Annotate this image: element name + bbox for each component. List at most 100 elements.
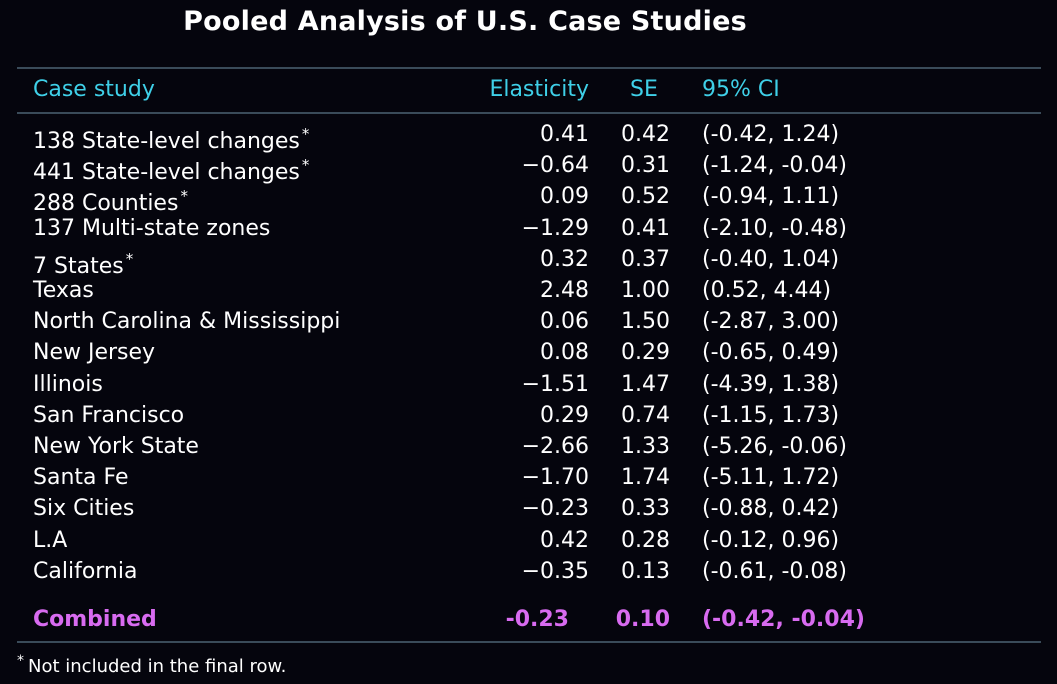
table-row: 288 Counties * 0.09 0.52 (-0.94, 1.11) (0, 181, 1057, 216)
se-value: 0.41 (621, 215, 670, 241)
case-study-label: 138 State-level changes (33, 129, 300, 154)
case-study-name: 288 Counties * (33, 181, 188, 219)
ci-value: (-1.15, 1.73) (702, 402, 840, 428)
table-row: Illinois −1.51 1.47 (-4.39, 1.38) (0, 369, 1057, 400)
ci-value: (-0.65, 0.49) (702, 340, 840, 366)
table-row: 138 State-level changes * 0.41 0.42 (-0.42, … (0, 119, 1057, 154)
se-value: 1.33 (621, 434, 670, 459)
case-study-name: 137 Multi-state zones (33, 213, 270, 244)
case-study-name: 441 State-level changes * (33, 150, 309, 188)
se-value: 0.29 (621, 340, 670, 366)
footnote-star: * (17, 653, 24, 669)
case-study-name: North Carolina & Mississippi (33, 306, 340, 337)
table-row: Texas 2.48 1.00 (0.52, 4.44) (0, 275, 1057, 306)
case-study-label: New Jersey (33, 340, 156, 366)
elasticity-value: −0.64 (521, 153, 589, 179)
combined-elasticity: -0.23 (505, 607, 569, 632)
ci-value: (-0.12, 0.96) (702, 527, 840, 553)
case-study-name: California (33, 556, 137, 587)
table-row: 7 States * 0.32 0.37 (-0.40, 1.04) (0, 244, 1057, 279)
case-study-name: Illinois (33, 369, 103, 400)
case-study-label: 137 Multi-state zones (33, 215, 271, 241)
se-value: 1.74 (621, 465, 670, 491)
ci-value: (0.52, 4.44) (702, 278, 832, 303)
elasticity-value: 0.41 (540, 122, 589, 147)
table-row: California −0.35 0.13 (-0.61, -0.08) (0, 556, 1057, 587)
case-study-label: Texas (33, 278, 94, 303)
elasticity-value: −1.29 (521, 215, 589, 241)
table-row: L.A 0.42 0.28 (-0.12, 0.96) (0, 525, 1057, 556)
table-row: Santa Fe −1.70 1.74 (-5.11, 1.72) (0, 462, 1057, 493)
ci-value: (-0.94, 1.11) (702, 184, 840, 210)
se-value: 0.37 (621, 246, 670, 272)
table-row: North Carolina & Mississippi 0.06 1.50 (-2.… (0, 306, 1057, 337)
se-value: 0.31 (621, 153, 670, 179)
elasticity-value: −1.70 (521, 465, 589, 491)
table-header: Case study Elasticity SE 95% CI (0, 74, 1057, 105)
case-study-name: Santa Fe (33, 462, 128, 493)
elasticity-value: 0.42 (540, 527, 589, 553)
header-elasticity: Elasticity (489, 77, 589, 102)
case-study-name: Texas (33, 275, 94, 306)
elasticity-value: −2.66 (521, 434, 589, 459)
header-case-study: Case study (33, 77, 155, 102)
case-study-label: Six Cities (33, 496, 135, 522)
se-value: 0.52 (621, 184, 670, 210)
table-row: New York State −2.66 1.33 (-5.26, -0.06) (0, 431, 1057, 462)
case-study-name: L.A (33, 525, 67, 556)
ci-value: (-1.24, -0.04) (702, 153, 847, 179)
ci-value: (-0.88, 0.42) (702, 496, 840, 522)
elasticity-value: 2.48 (540, 278, 589, 303)
ci-value: (-5.26, -0.06) (702, 434, 847, 459)
footnote-marker: * (180, 187, 188, 206)
case-study-label: 7 States (33, 253, 124, 279)
case-study-label: Illinois (33, 371, 103, 397)
elasticity-value: −0.35 (521, 558, 589, 584)
footnote: * Not included in the final row. (17, 647, 286, 681)
combined-ci: (-0.42, -0.04) (702, 607, 865, 632)
footnote-marker: * (301, 125, 310, 143)
header-ci: 95% CI (702, 77, 780, 102)
se-value: 1.50 (621, 309, 670, 335)
case-study-label: California (33, 558, 138, 584)
combined-row: Combined -0.23 0.10 (-0.42, -0.04) (0, 604, 1057, 635)
footnote-marker: * (125, 249, 134, 268)
bottom-rule (17, 641, 1041, 643)
table-row: 137 Multi-state zones −1.29 0.41 (-2.10, -0… (0, 213, 1057, 244)
se-value: 0.74 (621, 402, 670, 428)
elasticity-value: 0.09 (540, 184, 589, 210)
case-study-label: New York State (33, 434, 199, 459)
table-row: New Jersey 0.08 0.29 (-0.65, 0.49) (0, 337, 1057, 368)
table-title: Pooled Analysis of U.S. Case Studies (183, 6, 747, 37)
case-study-name: 138 State-level changes * (33, 119, 309, 157)
header-rule (17, 112, 1041, 114)
case-study-name: New York State (33, 431, 199, 462)
case-study-label: L.A (33, 527, 68, 553)
elasticity-value: 0.32 (540, 246, 589, 272)
se-value: 0.33 (621, 496, 670, 522)
elasticity-value: −0.23 (521, 496, 589, 522)
case-study-name: San Francisco (33, 400, 184, 431)
case-study-label: North Carolina & Mississippi (33, 309, 341, 335)
elasticity-value: 0.29 (540, 402, 589, 428)
case-study-label: 441 State-level changes (33, 160, 300, 186)
ci-value: (-0.61, -0.08) (702, 558, 847, 584)
case-study-label: San Francisco (33, 402, 185, 428)
ci-value: (-0.42, 1.24) (702, 122, 840, 147)
footnote-text: Not included in the final row. (28, 656, 287, 677)
header-se: SE (630, 77, 658, 102)
se-value: 0.28 (621, 527, 670, 553)
ci-value: (-2.10, -0.48) (702, 215, 847, 241)
se-value: 0.13 (621, 558, 670, 584)
combined-se: 0.10 (615, 607, 670, 632)
case-study-name: 7 States * (33, 244, 133, 282)
ci-value: (-5.11, 1.72) (702, 465, 840, 491)
elasticity-value: 0.06 (540, 309, 589, 335)
case-study-name: Six Cities (33, 493, 134, 524)
table-row: Six Cities −0.23 0.33 (-0.88, 0.42) (0, 493, 1057, 524)
table-row: San Francisco 0.29 0.74 (-1.15, 1.73) (0, 400, 1057, 431)
case-study-label: Santa Fe (33, 465, 129, 491)
ci-value: (-4.39, 1.38) (702, 371, 840, 397)
ci-value: (-2.87, 3.00) (702, 309, 840, 335)
elasticity-value: −1.51 (521, 371, 589, 397)
